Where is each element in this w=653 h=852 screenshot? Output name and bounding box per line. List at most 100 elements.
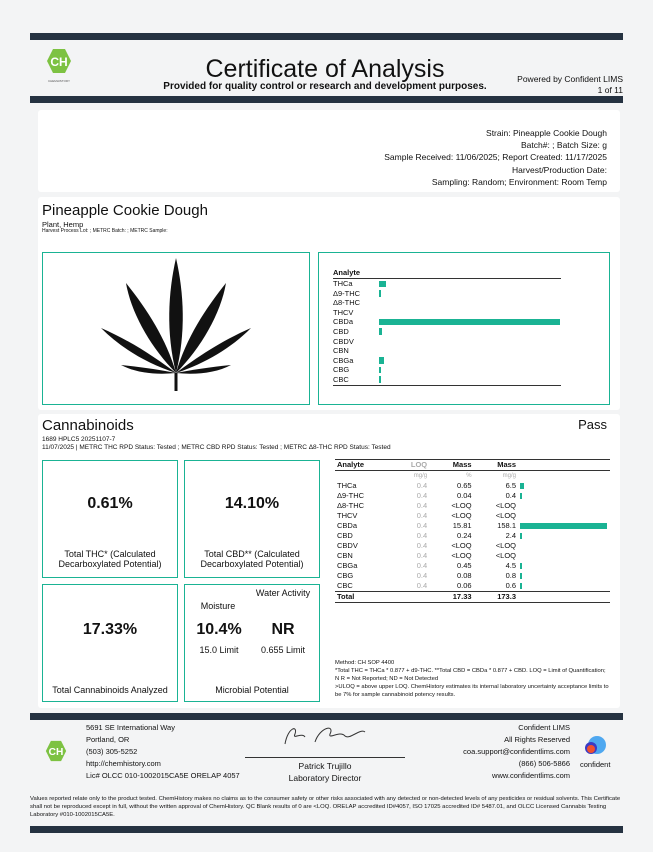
cell: 0.4: [505, 491, 516, 500]
cell: 0.45: [456, 561, 472, 570]
svg-text:CH: CH: [49, 747, 64, 758]
cell: 0.08: [456, 571, 472, 580]
table-bar: [520, 533, 522, 540]
chart-label: CBG: [333, 365, 350, 375]
table-bar: [520, 493, 522, 500]
svg-text:CH: CH: [50, 55, 67, 69]
table-row: Δ8-THC 0.4 <LOQ <LOQ: [335, 501, 610, 511]
address-city: Portland, OR: [86, 735, 130, 744]
chart-row: THCa: [333, 279, 561, 289]
confident-info: Confident LIMS All Rights Reserved coa.s…: [463, 722, 570, 782]
chart-row: Δ8-THC: [333, 298, 561, 308]
chart-bar: [379, 366, 381, 374]
chart-label: CBDa: [333, 317, 354, 327]
cell: 0.4: [416, 501, 428, 510]
cell: <LOQ: [451, 551, 472, 560]
table-bar: [520, 523, 607, 530]
total-cbd-value: 14.10%: [224, 495, 280, 512]
sampling: Sampling: Random; Environment: Room Temp: [431, 176, 607, 187]
sample-info-card: Strain: Pineapple Cookie Dough Batch#: ;…: [38, 110, 620, 192]
cannabinoid-chart: Analyte THCa Δ9-THC Δ8-THC THCV CBDa CBD CBDV CB…: [318, 252, 610, 405]
cell: 0.4: [416, 551, 428, 560]
cannabis-leaf-icon: [101, 258, 251, 391]
signer-name: Patrick Trujillo: [298, 761, 352, 771]
microbial-label: Microbial Potential: [215, 685, 289, 695]
rpd-status: 11/07/2025 | METRC THC RPD Status: Teste…: [42, 444, 391, 451]
chart-label: THCa: [333, 279, 353, 288]
table-bar: [520, 573, 522, 580]
signature-icon: [284, 727, 366, 745]
total-cell: [392, 592, 429, 603]
confident-name: Confident LIMS: [518, 723, 570, 732]
moisture-label: Moisture: [200, 601, 236, 611]
cell: THCa: [337, 481, 357, 490]
chemhistory-logo: CH CHEMHISTORY: [45, 48, 73, 83]
table-row: THCa 0.4 0.65 6.5: [335, 481, 610, 491]
total-cell: 173.3: [497, 592, 516, 601]
cell: <LOQ: [451, 511, 472, 520]
product-card: Pineapple Cookie Dough Plant, Hemp Harve…: [38, 197, 620, 410]
cell: 0.4: [416, 491, 428, 500]
chart-bar: [379, 357, 385, 364]
lab-address: 5691 SE International Way Portland, OR (…: [86, 722, 240, 782]
cell: Δ9-THC: [337, 491, 365, 500]
total-thc-box: 0.61% Total THC* (Calculated Decarboxyla…: [42, 460, 178, 578]
chart-label: THCV: [333, 307, 354, 317]
support-email[interactable]: coa.support@confidentlims.com: [463, 747, 570, 756]
harvest-date: Harvest/Production Date:: [512, 164, 607, 175]
chart-row: Δ9-THC: [333, 289, 561, 299]
confident-website[interactable]: www.confidentlims.com: [492, 771, 570, 780]
total-cbd-label: Total CBD** (Calculated Decarboxylated P…: [200, 549, 304, 569]
table-row: CBN 0.4 <LOQ <LOQ: [335, 551, 610, 561]
cell: 0.6: [505, 581, 516, 590]
strain: Strain: Pineapple Cookie Dough: [486, 128, 607, 138]
chart-label: CBDV: [333, 336, 354, 346]
cell: <LOQ: [495, 541, 516, 550]
lab-website[interactable]: http://chemhistory.com: [86, 759, 161, 768]
chart-label: CBD: [333, 326, 349, 336]
column-header: LOQ: [410, 460, 428, 469]
chart-row: CBGa: [333, 356, 561, 366]
cell: 0.4: [416, 571, 428, 580]
chart-row: CBDa: [333, 317, 561, 327]
cell: 6.5: [505, 481, 516, 490]
chart-label: Δ8-THC: [333, 298, 361, 308]
table-bar: [520, 563, 523, 570]
chemhistory-footer-logo: CH: [45, 740, 67, 767]
product-name: Pineapple Cookie Dough: [42, 202, 208, 219]
water-activity-limit: 0.655 Limit: [260, 645, 306, 655]
confident-phone: (866) 506-5866: [518, 759, 570, 768]
disclaimer: Values reported relate only to the produ…: [30, 796, 621, 818]
cell: 0.8: [505, 571, 516, 580]
signer-title: Laboratory Director: [288, 773, 362, 783]
cell: THCV: [337, 511, 358, 520]
total-cbd-box: 14.10% Total CBD** (Calculated Decarboxy…: [184, 460, 320, 578]
cell: 158.1: [497, 521, 516, 530]
uncertainty-note: >ULOQ = above upper LOQ. ChemHistory est…: [335, 684, 609, 698]
table-row: CBD 0.4 0.24 2.4: [335, 531, 610, 541]
cell: 15.81: [452, 521, 472, 530]
water-activity-value: NR: [271, 621, 295, 638]
bottom-bar: [30, 826, 623, 833]
cell: CBD: [337, 531, 353, 540]
cell: CBN: [337, 551, 353, 560]
pass-status: Pass: [578, 417, 607, 432]
microbial-box: Moisture Water Activity 10.4% NR 15.0 Li…: [184, 584, 320, 702]
cell: 0.4: [416, 531, 428, 540]
table-row: CBDa 0.4 15.81 158.1: [335, 521, 610, 531]
rights: All Rights Reserved: [504, 735, 570, 744]
cell: 0.04: [456, 491, 472, 500]
table-row: CBGa 0.4 0.45 4.5: [335, 561, 610, 571]
chart-label: Δ9-THC: [333, 288, 361, 298]
run-info: 1689 HPLC5 20251107-7: [42, 436, 116, 443]
cell: CBG: [337, 571, 354, 580]
powered-by: Powered by Confident LIMS: [517, 74, 623, 84]
address-line: 5691 SE International Way: [86, 723, 175, 732]
chart-label: CBGa: [333, 355, 354, 365]
cell: 0.4: [416, 521, 428, 530]
chart-row: CBDV: [333, 337, 561, 347]
table-bar: [520, 583, 522, 590]
table-row: CBDV 0.4 <LOQ <LOQ: [335, 541, 610, 551]
table-row: CBC 0.4 0.06 0.6: [335, 581, 610, 592]
column-header: Mass: [497, 460, 516, 469]
